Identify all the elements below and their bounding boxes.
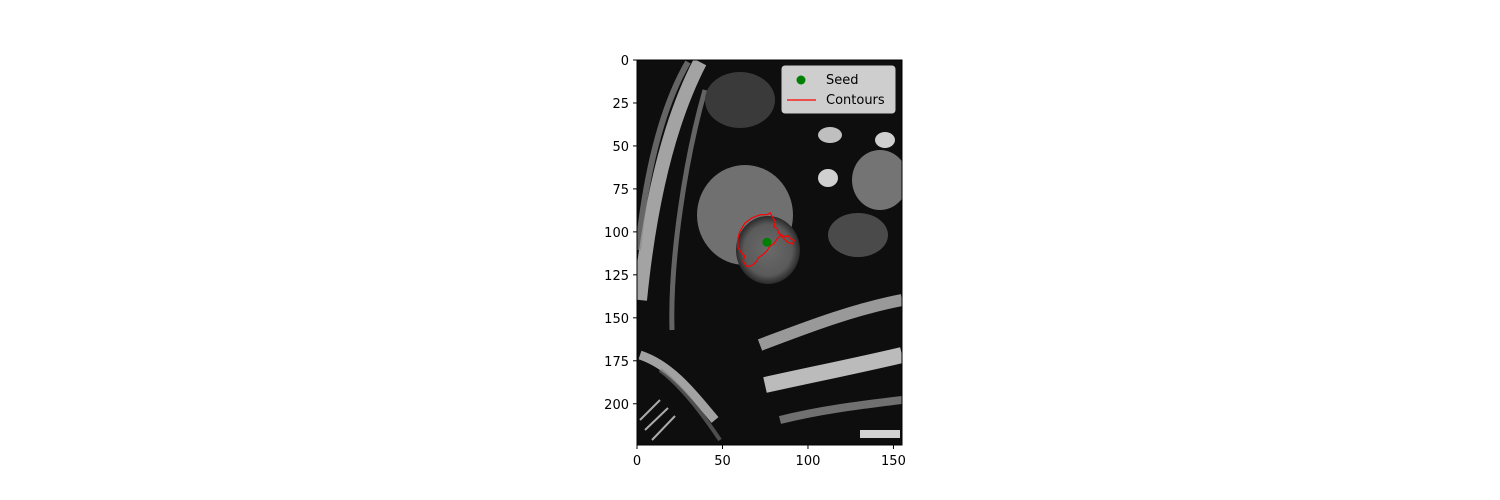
y-tick-label: 150 (604, 312, 629, 327)
mri-image (637, 60, 902, 445)
x-tick-label: 0 (633, 454, 641, 469)
y-tick-label: 50 (612, 140, 629, 155)
x-tick-label: 50 (714, 454, 731, 469)
contour-line (737, 212, 796, 267)
legend-contours-label: Contours (826, 93, 885, 108)
y-tick-label: 25 (612, 97, 629, 112)
legend-seed-marker (796, 75, 806, 85)
y-tick-label: 0 (621, 54, 629, 69)
y-tick-label: 100 (604, 226, 629, 241)
legend: Seed Contours (781, 65, 896, 114)
y-tick-label: 200 (604, 398, 629, 413)
x-tick-label: 150 (881, 454, 906, 469)
legend-box (781, 65, 896, 114)
y-tick-label: 175 (604, 355, 629, 370)
seed-point (762, 237, 772, 247)
y-tick-label: 75 (612, 183, 629, 198)
legend-seed-label: Seed (826, 73, 859, 88)
axes-frame (636, 59, 903, 446)
y-tick-label: 125 (604, 269, 629, 284)
x-tick-label: 100 (796, 454, 821, 469)
